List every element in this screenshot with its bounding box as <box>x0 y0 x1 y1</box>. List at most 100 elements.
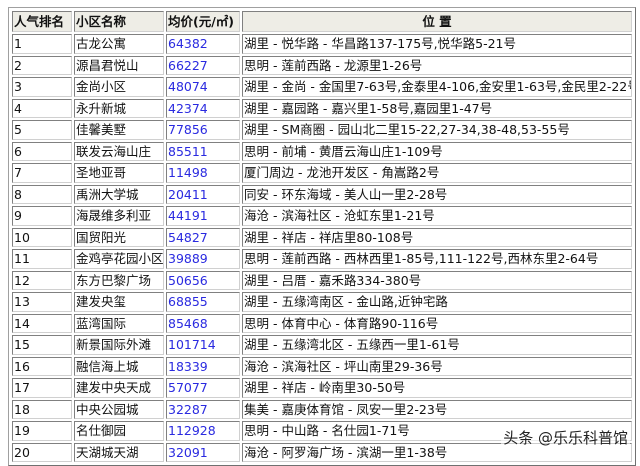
cell-name: 金鸡亭花园小区 <box>74 249 164 269</box>
cell-price: 85511 <box>166 141 240 161</box>
cell-location: 湖里 - 金尚 - 金国里7-63号,金泰里4-106,金安里1-63号,金民里… <box>242 77 632 97</box>
table-row: 16 融信海上城 18339 海沧 - 滨海社区 - 坪山南里29-36号 <box>12 356 632 376</box>
cell-rank: 15 <box>12 335 72 355</box>
cell-name: 海晟维多利亚 <box>74 206 164 226</box>
cell-name: 金尚小区 <box>74 77 164 97</box>
cell-rank: 16 <box>12 356 72 376</box>
cell-rank: 3 <box>12 77 72 97</box>
cell-price: 11498 <box>166 163 240 183</box>
table-row: 3 金尚小区 48074 湖里 - 金尚 - 金国里7-63号,金泰里4-106,金安… <box>12 77 632 97</box>
cell-rank: 6 <box>12 141 72 161</box>
cell-rank: 11 <box>12 249 72 269</box>
cell-price: 112928 <box>166 421 240 441</box>
cell-location: 湖里 - 祥店 - 祥店里80-108号 <box>242 227 632 247</box>
cell-location: 湖里 - 祥店 - 岭南里30-50号 <box>242 378 632 398</box>
cell-name: 融信海上城 <box>74 356 164 376</box>
cell-rank: 20 <box>12 442 72 462</box>
table-row: 12 东方巴黎广场 50656 湖里 - 吕厝 - 嘉禾路334-380号 <box>12 270 632 290</box>
cell-rank: 14 <box>12 313 72 333</box>
cell-rank: 2 <box>12 55 72 75</box>
cell-price: 18339 <box>166 356 240 376</box>
cell-name: 国贸阳光 <box>74 227 164 247</box>
cell-rank: 13 <box>12 292 72 312</box>
table-row: 18 中央公园城 32287 集美 - 嘉庚体育馆 - 凤安一里2-23号 <box>12 399 632 419</box>
table-row: 5 佳馨美墅 77856 湖里 - SM商圈 - 园山北二里15-22,27-34,3… <box>12 120 632 140</box>
header-rank: 人气排名 <box>12 11 72 32</box>
cell-location: 厦门周边 - 龙池开发区 - 角嵩路2号 <box>242 163 632 183</box>
cell-name: 天湖城天湖 <box>74 442 164 462</box>
cell-price: 48074 <box>166 77 240 97</box>
table-row: 10 国贸阳光 54827 湖里 - 祥店 - 祥店里80-108号 <box>12 227 632 247</box>
cell-location: 湖里 - 五缘湾北区 - 五缘西一里1-61号 <box>242 335 632 355</box>
cell-location: 思明 - 中山路 - 名仕园1-71号 <box>242 421 632 441</box>
cell-rank: 12 <box>12 270 72 290</box>
cell-rank: 8 <box>12 184 72 204</box>
cell-name: 永升新城 <box>74 98 164 118</box>
header-row: 人气排名 小区名称 均价(元/㎡) 位 置 <box>12 11 632 32</box>
cell-name: 联发云海山庄 <box>74 141 164 161</box>
cell-name: 禹洲大学城 <box>74 184 164 204</box>
cell-name: 东方巴黎广场 <box>74 270 164 290</box>
cell-location: 集美 - 嘉庚体育馆 - 凤安一里2-23号 <box>242 399 632 419</box>
cell-location: 湖里 - 五缘湾南区 - 金山路,近钟宅路 <box>242 292 632 312</box>
housing-price-table: 人气排名 小区名称 均价(元/㎡) 位 置 1 古龙公寓 64382 湖里 - 悦华路… <box>10 9 634 464</box>
table-row: 7 圣地亚哥 11498 厦门周边 - 龙池开发区 - 角嵩路2号 <box>12 163 632 183</box>
cell-location: 思明 - 体育中心 - 体育路90-116号 <box>242 313 632 333</box>
cell-name: 名仕御园 <box>74 421 164 441</box>
cell-price: 85468 <box>166 313 240 333</box>
cell-price: 32287 <box>166 399 240 419</box>
cell-price: 64382 <box>166 34 240 54</box>
cell-name: 蓝湾国际 <box>74 313 164 333</box>
cell-rank: 9 <box>12 206 72 226</box>
table-row: 8 禹洲大学城 20411 同安 - 环东海域 - 美人山一里2-28号 <box>12 184 632 204</box>
header-price: 均价(元/㎡) <box>166 11 240 32</box>
table-row: 19 名仕御园 112928 思明 - 中山路 - 名仕园1-71号 <box>12 421 632 441</box>
cell-price: 42374 <box>166 98 240 118</box>
cell-location: 海沧 - 滨海社区 - 坪山南里29-36号 <box>242 356 632 376</box>
cell-name: 中央公园城 <box>74 399 164 419</box>
cell-location: 湖里 - 嘉园路 - 嘉兴里1-58号,嘉园里1-47号 <box>242 98 632 118</box>
table-row: 17 建发中央天成 57077 湖里 - 祥店 - 岭南里30-50号 <box>12 378 632 398</box>
cell-price: 101714 <box>166 335 240 355</box>
table-row: 11 金鸡亭花园小区 39889 思明 - 莲前西路 - 西林西里1-85号,111-… <box>12 249 632 269</box>
cell-name: 建发央玺 <box>74 292 164 312</box>
cell-name: 古龙公寓 <box>74 34 164 54</box>
cell-location: 湖里 - SM商圈 - 园山北二里15-22,27-34,38-48,53-55… <box>242 120 632 140</box>
cell-price: 68855 <box>166 292 240 312</box>
cell-rank: 18 <box>12 399 72 419</box>
cell-name: 圣地亚哥 <box>74 163 164 183</box>
cell-price: 57077 <box>166 378 240 398</box>
header-location: 位 置 <box>242 11 632 32</box>
cell-name: 佳馨美墅 <box>74 120 164 140</box>
cell-name: 建发中央天成 <box>74 378 164 398</box>
cell-price: 39889 <box>166 249 240 269</box>
cell-rank: 7 <box>12 163 72 183</box>
cell-name: 源昌君悦山 <box>74 55 164 75</box>
cell-location: 思明 - 莲前西路 - 西林西里1-85号,111-122号,西林东里2-64号 <box>242 249 632 269</box>
cell-price: 20411 <box>166 184 240 204</box>
table-row: 6 联发云海山庄 85511 思明 - 前埔 - 黄厝云海山庄1-109号 <box>12 141 632 161</box>
cell-rank: 10 <box>12 227 72 247</box>
cell-price: 44191 <box>166 206 240 226</box>
table-row: 4 永升新城 42374 湖里 - 嘉园路 - 嘉兴里1-58号,嘉园里1-47号 <box>12 98 632 118</box>
cell-location: 湖里 - 吕厝 - 嘉禾路334-380号 <box>242 270 632 290</box>
cell-location: 思明 - 前埔 - 黄厝云海山庄1-109号 <box>242 141 632 161</box>
cell-price: 32091 <box>166 442 240 462</box>
table-row: 14 蓝湾国际 85468 思明 - 体育中心 - 体育路90-116号 <box>12 313 632 333</box>
cell-location: 思明 - 莲前西路 - 龙源里1-26号 <box>242 55 632 75</box>
cell-rank: 5 <box>12 120 72 140</box>
table-row: 15 新景国际外滩 101714 湖里 - 五缘湾北区 - 五缘西一里1-61号 <box>12 335 632 355</box>
housing-price-table-frame: 人气排名 小区名称 均价(元/㎡) 位 置 1 古龙公寓 64382 湖里 - 悦华路… <box>8 7 636 466</box>
header-name: 小区名称 <box>74 11 164 32</box>
cell-price: 50656 <box>166 270 240 290</box>
table-row: 1 古龙公寓 64382 湖里 - 悦华路 - 华昌路137-175号,悦华路5-21… <box>12 34 632 54</box>
table-row: 13 建发央玺 68855 湖里 - 五缘湾南区 - 金山路,近钟宅路 <box>12 292 632 312</box>
cell-name: 新景国际外滩 <box>74 335 164 355</box>
cell-location: 湖里 - 悦华路 - 华昌路137-175号,悦华路5-21号 <box>242 34 632 54</box>
table-row: 9 海晟维多利亚 44191 海沧 - 滨海社区 - 沧虹东里1-21号 <box>12 206 632 226</box>
cell-price: 77856 <box>166 120 240 140</box>
cell-rank: 1 <box>12 34 72 54</box>
watermark: 头条 @乐乐科普馆 <box>501 427 630 448</box>
cell-price: 66227 <box>166 55 240 75</box>
cell-rank: 19 <box>12 421 72 441</box>
